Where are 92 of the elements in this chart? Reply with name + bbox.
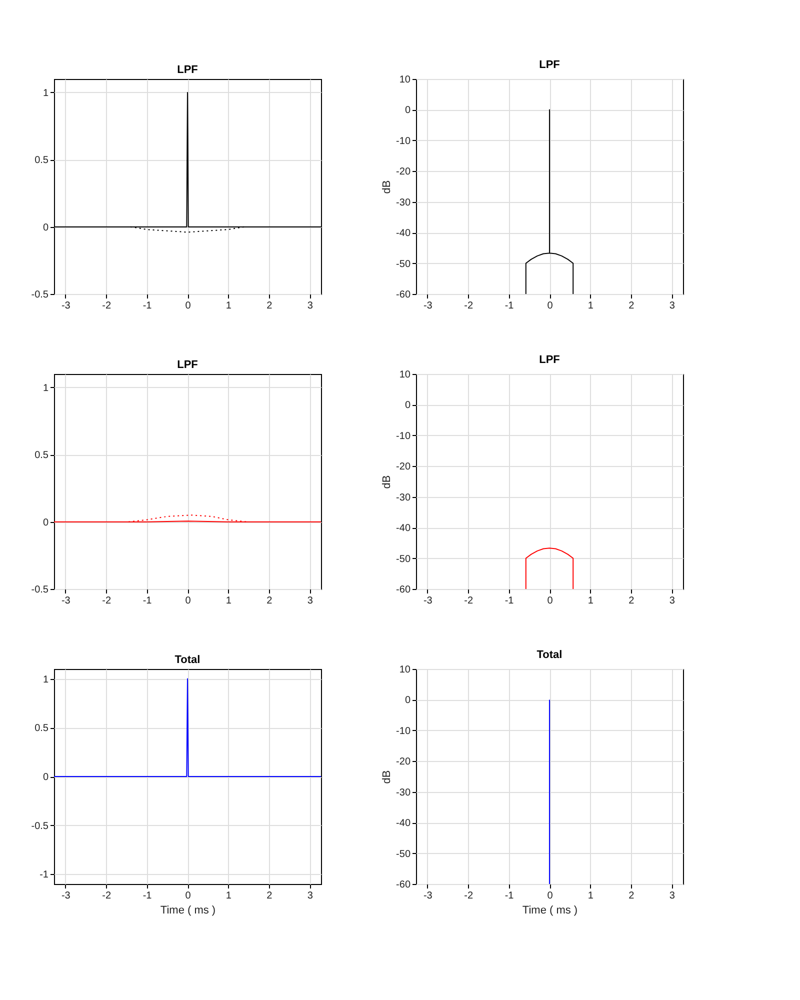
x-tick-label: -2 — [102, 300, 112, 312]
y-tick-label: -10 — [396, 136, 411, 147]
y-tick-label: -20 — [396, 756, 411, 768]
x-tick-label: -2 — [464, 596, 474, 606]
x-tick-label: 3 — [669, 596, 676, 606]
x-tick-label: 1 — [588, 300, 594, 312]
x-tick-label: -2 — [464, 300, 474, 312]
x-axis-title: Time ( ms ) — [160, 904, 216, 916]
y-tick-label: 0 — [42, 222, 49, 234]
chart-title: LPF — [539, 59, 560, 71]
x-tick-label: -2 — [102, 596, 112, 606]
x-tick-label: 0 — [185, 300, 192, 312]
y-tick-label: 1 — [42, 382, 49, 394]
y-tick-label: 10 — [399, 664, 411, 676]
x-tick-label: -2 — [102, 890, 112, 902]
y-tick-label: -0.5 — [31, 584, 49, 596]
x-tick-label: 3 — [669, 890, 676, 902]
x-tick-label: -2 — [464, 890, 474, 902]
x-tick-label: -1 — [504, 300, 514, 312]
x-tick-label: 3 — [669, 300, 676, 312]
y-tick-label: -20 — [396, 166, 411, 178]
y-tick-label: -20 — [396, 462, 411, 473]
y-tick-label: -10 — [396, 430, 411, 442]
x-tick-label: 2 — [628, 890, 635, 902]
y-tick-label: -40 — [396, 818, 411, 830]
y-tick-label: -60 — [396, 584, 411, 596]
y-tick-label: -60 — [396, 290, 411, 300]
x-axis-title: Time ( ms ) — [522, 904, 578, 916]
x-tick-label: 1 — [226, 890, 232, 902]
x-tick-label: 2 — [628, 596, 635, 606]
x-tick-label: 0 — [547, 300, 554, 312]
line-series — [525, 548, 574, 589]
y-tick-label: 0 — [404, 695, 411, 706]
y-tick-label: -30 — [396, 492, 411, 504]
y-tick-label: -50 — [396, 258, 411, 270]
y-tick-label: 0 — [404, 400, 411, 412]
x-tick-label: 2 — [628, 300, 635, 312]
x-tick-label: 3 — [307, 596, 314, 606]
y-tick-label: -10 — [396, 726, 411, 737]
chart-title: LPF — [177, 64, 198, 76]
y-tick-label: 0 — [42, 772, 49, 783]
y-tick-label: -60 — [396, 880, 411, 890]
y-tick-label: 0 — [404, 105, 411, 116]
y-tick-label: 0.5 — [34, 155, 49, 166]
y-tick-label: -50 — [396, 848, 411, 860]
y-tick-label: -30 — [396, 197, 411, 208]
y-tick-label: 0.5 — [34, 450, 49, 462]
y-tick-label: -30 — [396, 787, 411, 798]
y-tick-label: -40 — [396, 228, 411, 240]
y-axis-title: dB — [381, 180, 394, 194]
x-tick-label: -3 — [61, 300, 71, 312]
x-tick-label: -3 — [423, 890, 433, 902]
x-tick-label: 0 — [547, 890, 554, 902]
x-tick-label: -1 — [504, 890, 514, 902]
chart-title: LPF — [539, 354, 560, 366]
y-axis-title: dB — [381, 770, 394, 784]
line-series — [525, 109, 574, 294]
x-tick-label: -3 — [61, 890, 71, 902]
y-tick-label: 1 — [42, 674, 49, 686]
x-tick-label: 2 — [266, 596, 273, 606]
chart-title: Total — [174, 654, 200, 666]
x-tick-label: 3 — [307, 890, 314, 902]
y-tick-label: -40 — [396, 523, 411, 534]
y-tick-label: 0 — [42, 517, 49, 528]
y-tick-label: -0.5 — [31, 820, 49, 832]
x-tick-label: -1 — [142, 596, 152, 606]
chart-title: Total — [536, 649, 562, 661]
x-tick-label: 3 — [307, 300, 314, 312]
y-tick-label: 0.5 — [34, 723, 49, 734]
y-axis-title: dB — [381, 475, 394, 489]
x-tick-label: -1 — [142, 300, 152, 312]
x-tick-label: -3 — [423, 596, 433, 606]
y-tick-label: -1 — [40, 870, 49, 881]
x-tick-label: 0 — [547, 596, 554, 606]
x-tick-label: 1 — [226, 596, 232, 606]
x-tick-label: 1 — [226, 300, 232, 312]
y-tick-label: 10 — [399, 74, 411, 86]
x-tick-label: -1 — [504, 596, 514, 606]
x-tick-label: 2 — [266, 890, 273, 902]
x-tick-label: 1 — [588, 890, 594, 902]
y-tick-label: 10 — [399, 370, 411, 380]
x-tick-label: -1 — [142, 890, 152, 902]
y-tick-label: -50 — [396, 554, 411, 565]
x-tick-label: 0 — [185, 596, 192, 606]
y-tick-label: -0.5 — [31, 290, 49, 300]
x-tick-label: 1 — [588, 596, 594, 606]
x-tick-label: 2 — [266, 300, 273, 312]
x-tick-label: -3 — [61, 596, 71, 606]
chart-title: LPF — [177, 359, 198, 371]
y-tick-label: 1 — [42, 88, 49, 99]
x-tick-label: 0 — [185, 890, 192, 902]
x-tick-label: -3 — [423, 300, 433, 312]
